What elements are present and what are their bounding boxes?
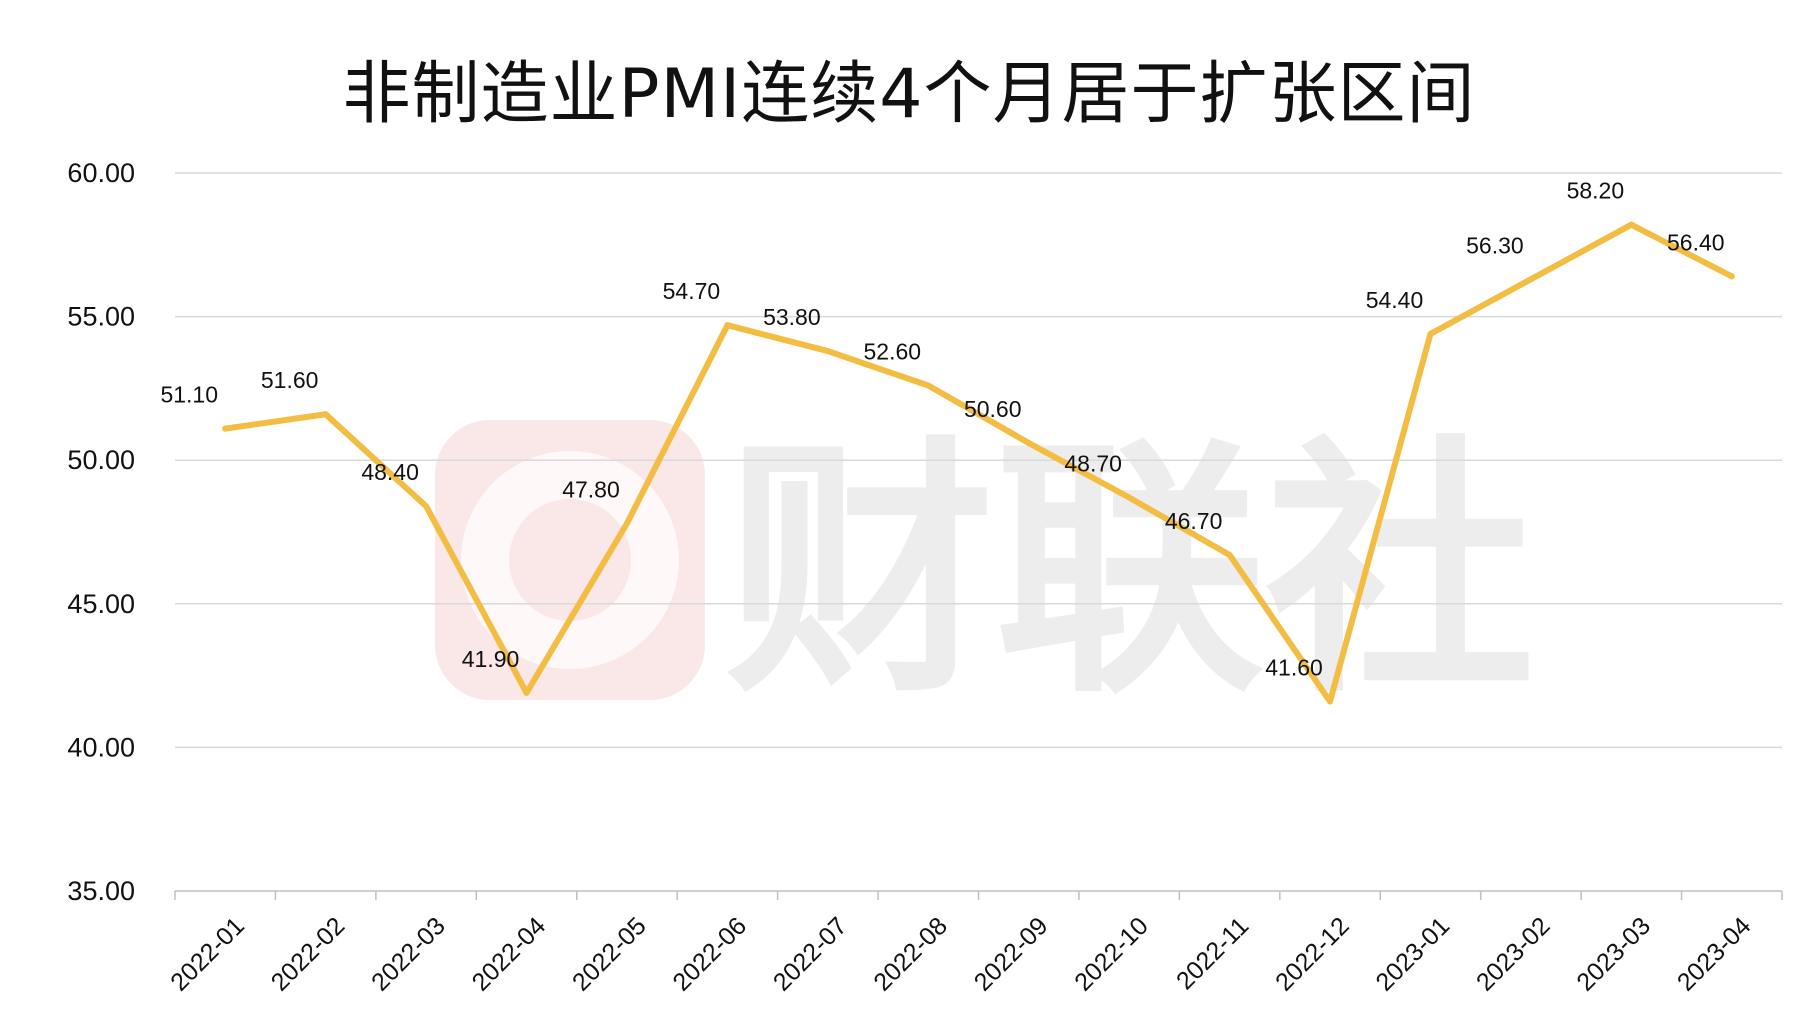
data-label: 56.30 (1466, 232, 1524, 258)
data-point (322, 411, 329, 418)
x-tick-label: 2023-04 (1672, 912, 1757, 997)
data-point (1427, 330, 1434, 337)
x-tick-label: 2023-02 (1471, 912, 1556, 997)
data-point (423, 503, 430, 510)
chart-title: 非制造业PMI连续4个月居于扩张区间 (342, 55, 1476, 134)
series-layer (222, 221, 1735, 705)
data-point (1025, 439, 1032, 446)
data-labels: 51.10 51.60 48.40 41.90 47.80 54.70 53.80 52.60… (160, 178, 1724, 681)
x-tick-label: 2022-02 (266, 912, 351, 997)
data-point (925, 382, 932, 389)
gridlines: 35.00 40.00 45.00 50.00 55.00 60.00 (67, 158, 1782, 906)
y-tick-label: 50.00 (67, 445, 135, 475)
axes: 2022-01 2022-02 2022-03 2022-04 2022-05 2022-… (165, 890, 1783, 997)
y-tick-label: 45.00 (67, 589, 135, 619)
x-tick-label: 2022-08 (868, 912, 953, 997)
data-point (523, 689, 530, 696)
data-point (1126, 494, 1133, 501)
data-label: 48.70 (1064, 451, 1122, 477)
x-tick-label: 2022-03 (366, 912, 451, 997)
y-tick-label: 35.00 (67, 876, 135, 906)
data-label: 47.80 (562, 476, 620, 502)
y-tick-label: 60.00 (67, 158, 135, 188)
data-label: 58.20 (1567, 178, 1625, 204)
x-tick-label: 2022-07 (768, 912, 853, 997)
data-point (1327, 698, 1334, 705)
x-tick-label: 2022-11 (1171, 912, 1254, 995)
x-tick-label: 2023-03 (1571, 912, 1656, 997)
data-point (824, 348, 831, 355)
data-label: 51.10 (160, 382, 218, 408)
watermark-badge-ring (461, 451, 679, 669)
data-label: 51.60 (261, 367, 319, 393)
data-label: 54.40 (1366, 287, 1424, 313)
data-label: 52.60 (864, 339, 922, 365)
data-label: 53.80 (763, 304, 821, 330)
data-label: 50.60 (964, 396, 1022, 422)
x-tick-label: 2022-10 (1069, 912, 1154, 997)
x-tick-label: 2022-01 (165, 912, 250, 997)
x-tick-label: 2022-04 (467, 912, 552, 997)
data-label: 46.70 (1165, 508, 1223, 534)
data-point (623, 520, 630, 527)
data-point (724, 322, 731, 329)
y-tick-label: 40.00 (67, 732, 135, 762)
data-point (222, 425, 229, 432)
x-tick-label: 2023-01 (1370, 912, 1455, 997)
x-tick-label: 2022-06 (667, 912, 752, 997)
data-label: 48.40 (361, 459, 419, 485)
watermark-text: 财联社 (725, 414, 1535, 729)
watermark: 财联社 (435, 414, 1535, 729)
x-tick-label: 2022-12 (1270, 912, 1355, 997)
data-point (1728, 273, 1735, 280)
data-label: 56.40 (1667, 229, 1725, 255)
x-tick-label: 2022-09 (969, 912, 1054, 997)
series-line (222, 221, 1735, 705)
data-point (1628, 221, 1635, 228)
data-label: 41.60 (1265, 654, 1323, 680)
y-tick-label: 55.00 (67, 302, 135, 332)
data-label: 54.70 (663, 278, 721, 304)
data-point (1527, 276, 1534, 283)
data-point (1226, 551, 1233, 558)
x-tick-label: 2022-05 (567, 912, 652, 997)
data-label: 41.90 (462, 646, 520, 672)
